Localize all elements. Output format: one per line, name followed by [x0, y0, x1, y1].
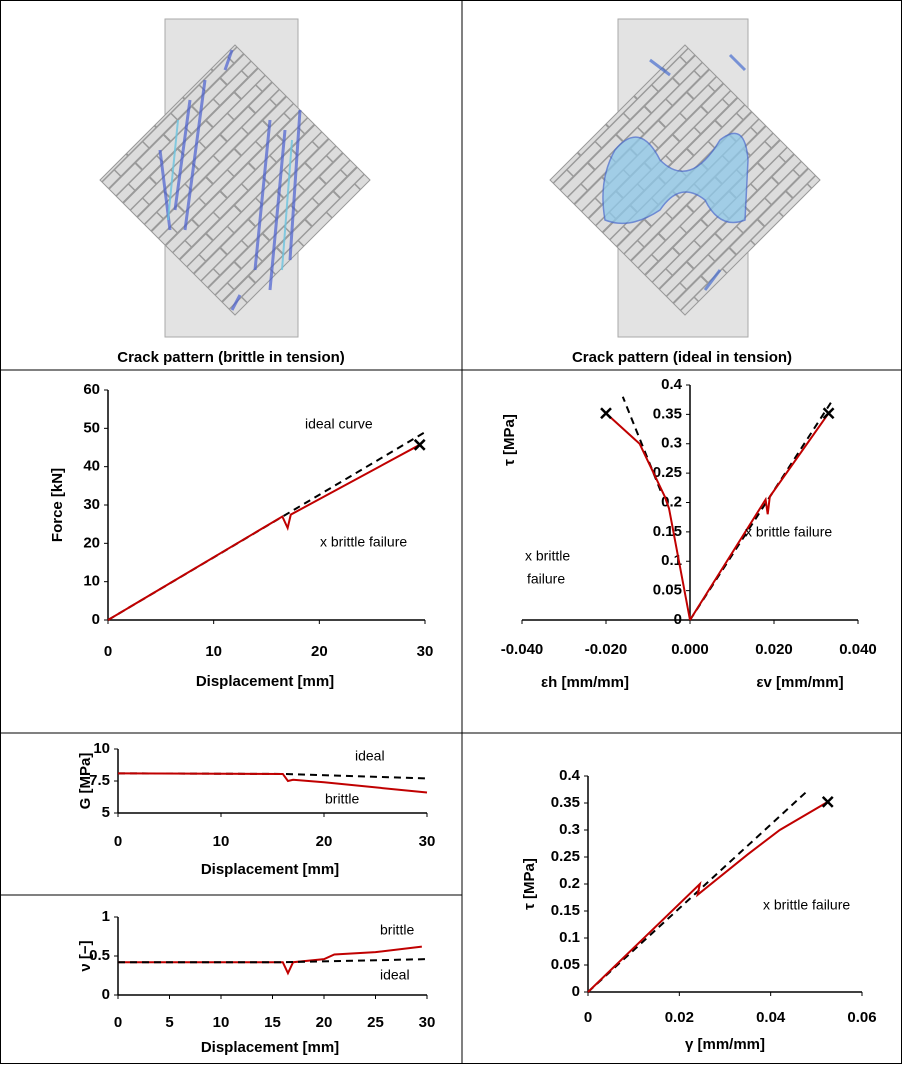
x-axis-label: γ [mm/mm]: [685, 1036, 765, 1053]
annotation: failure: [527, 571, 565, 587]
x-tick-label: 30: [417, 643, 434, 660]
x-tick-label: 0: [114, 833, 122, 850]
x-tick-label: -0.020: [585, 641, 628, 658]
y-tick-label: 0: [92, 611, 100, 628]
caption: Crack pattern (ideal in tension): [572, 349, 792, 366]
x-tick-label: 0.04: [756, 1009, 786, 1026]
x-tick-label: 0.02: [665, 1009, 694, 1026]
y-axis-label: G [MPa]: [77, 753, 94, 810]
x-axis-label: εv [mm/mm]: [756, 674, 843, 691]
annotation: x brittle failure: [320, 534, 407, 550]
x-tick-label: 0.020: [755, 641, 793, 658]
x-tick-label: 20: [311, 643, 328, 660]
x-axis-label: Displacement [mm]: [201, 861, 339, 878]
y-tick-label: 0: [674, 611, 682, 628]
y-tick-label: 0.15: [653, 523, 682, 540]
x-tick-label: 20: [316, 1014, 333, 1031]
x-tick-label: 0: [114, 1014, 122, 1031]
y-tick-label: 10: [93, 740, 110, 757]
x-axis-label: εh [mm/mm]: [541, 674, 629, 691]
y-axis-label: τ [MPa]: [521, 858, 538, 910]
series-label: brittle: [380, 922, 414, 938]
y-tick-label: 50: [83, 419, 100, 436]
x-tick-label: 30: [419, 833, 436, 850]
y-tick-label: 10: [83, 573, 100, 590]
failure-marker: [824, 408, 834, 418]
series-label: brittle: [325, 791, 359, 807]
x-tick-label: 10: [213, 1014, 230, 1031]
y-axis-label: τ [MPa]: [501, 414, 518, 466]
y-tick-label: 0.05: [551, 956, 580, 973]
y-tick-label: 1: [102, 908, 110, 925]
annotation: x brittle failure: [745, 524, 832, 540]
y-axis-label: ν [−]: [77, 940, 94, 971]
x-tick-label: 0: [104, 643, 112, 660]
x-tick-label: 25: [367, 1014, 384, 1031]
annotation: ideal curve: [305, 416, 373, 432]
x-tick-label: 0.040: [839, 641, 877, 658]
y-tick-label: 0.25: [551, 848, 580, 865]
x-tick-label: 15: [264, 1014, 281, 1031]
y-tick-label: 5: [102, 804, 110, 821]
y-tick-label: 0.4: [661, 376, 683, 393]
y-tick-label: 0.35: [551, 794, 580, 811]
caption: Crack pattern (brittle in tension): [117, 349, 345, 366]
y-tick-label: 60: [83, 381, 100, 398]
x-tick-label: 0: [584, 1009, 592, 1026]
crack-image-ideal: [550, 19, 820, 337]
series-line: [108, 445, 420, 620]
failure-marker: [601, 408, 611, 418]
x-axis-label: Displacement [mm]: [196, 673, 334, 690]
x-tick-label: -0.040: [501, 641, 544, 658]
y-tick-label: 0.15: [551, 902, 580, 919]
y-tick-label: 0.3: [661, 435, 682, 452]
y-tick-label: 0.4: [559, 767, 581, 784]
crack-image-brittle: [100, 19, 370, 337]
y-tick-label: 20: [83, 534, 100, 551]
annotation: x brittle: [525, 548, 570, 564]
y-tick-label: 30: [83, 496, 100, 513]
x-tick-label: 10: [213, 833, 230, 850]
x-tick-label: 0.06: [847, 1009, 876, 1026]
series-line: [118, 773, 427, 792]
failure-marker: [823, 797, 833, 807]
y-tick-label: 40: [83, 458, 100, 475]
y-tick-label: 0.2: [559, 875, 580, 892]
x-tick-label: 0.000: [671, 641, 709, 658]
x-tick-label: 20: [316, 833, 333, 850]
annotation: x brittle failure: [763, 897, 850, 913]
y-tick-label: 0.35: [653, 405, 682, 422]
x-tick-label: 5: [165, 1014, 173, 1031]
y-tick-label: 0.3: [559, 821, 580, 838]
y-tick-label: 0.05: [653, 582, 682, 599]
y-tick-label: 0: [572, 983, 580, 1000]
x-axis-label: Displacement [mm]: [201, 1039, 339, 1056]
y-tick-label: 0: [102, 986, 110, 1003]
y-tick-label: 0.1: [559, 929, 580, 946]
x-tick-label: 10: [205, 643, 222, 660]
x-tick-label: 30: [419, 1014, 436, 1031]
y-axis-label: Force [kN]: [49, 468, 66, 542]
failure-marker: [415, 440, 425, 450]
series-label: ideal: [355, 748, 385, 764]
figure: Crack pattern (brittle in tension) Crack…: [0, 0, 902, 1064]
series-label: ideal: [380, 967, 410, 983]
